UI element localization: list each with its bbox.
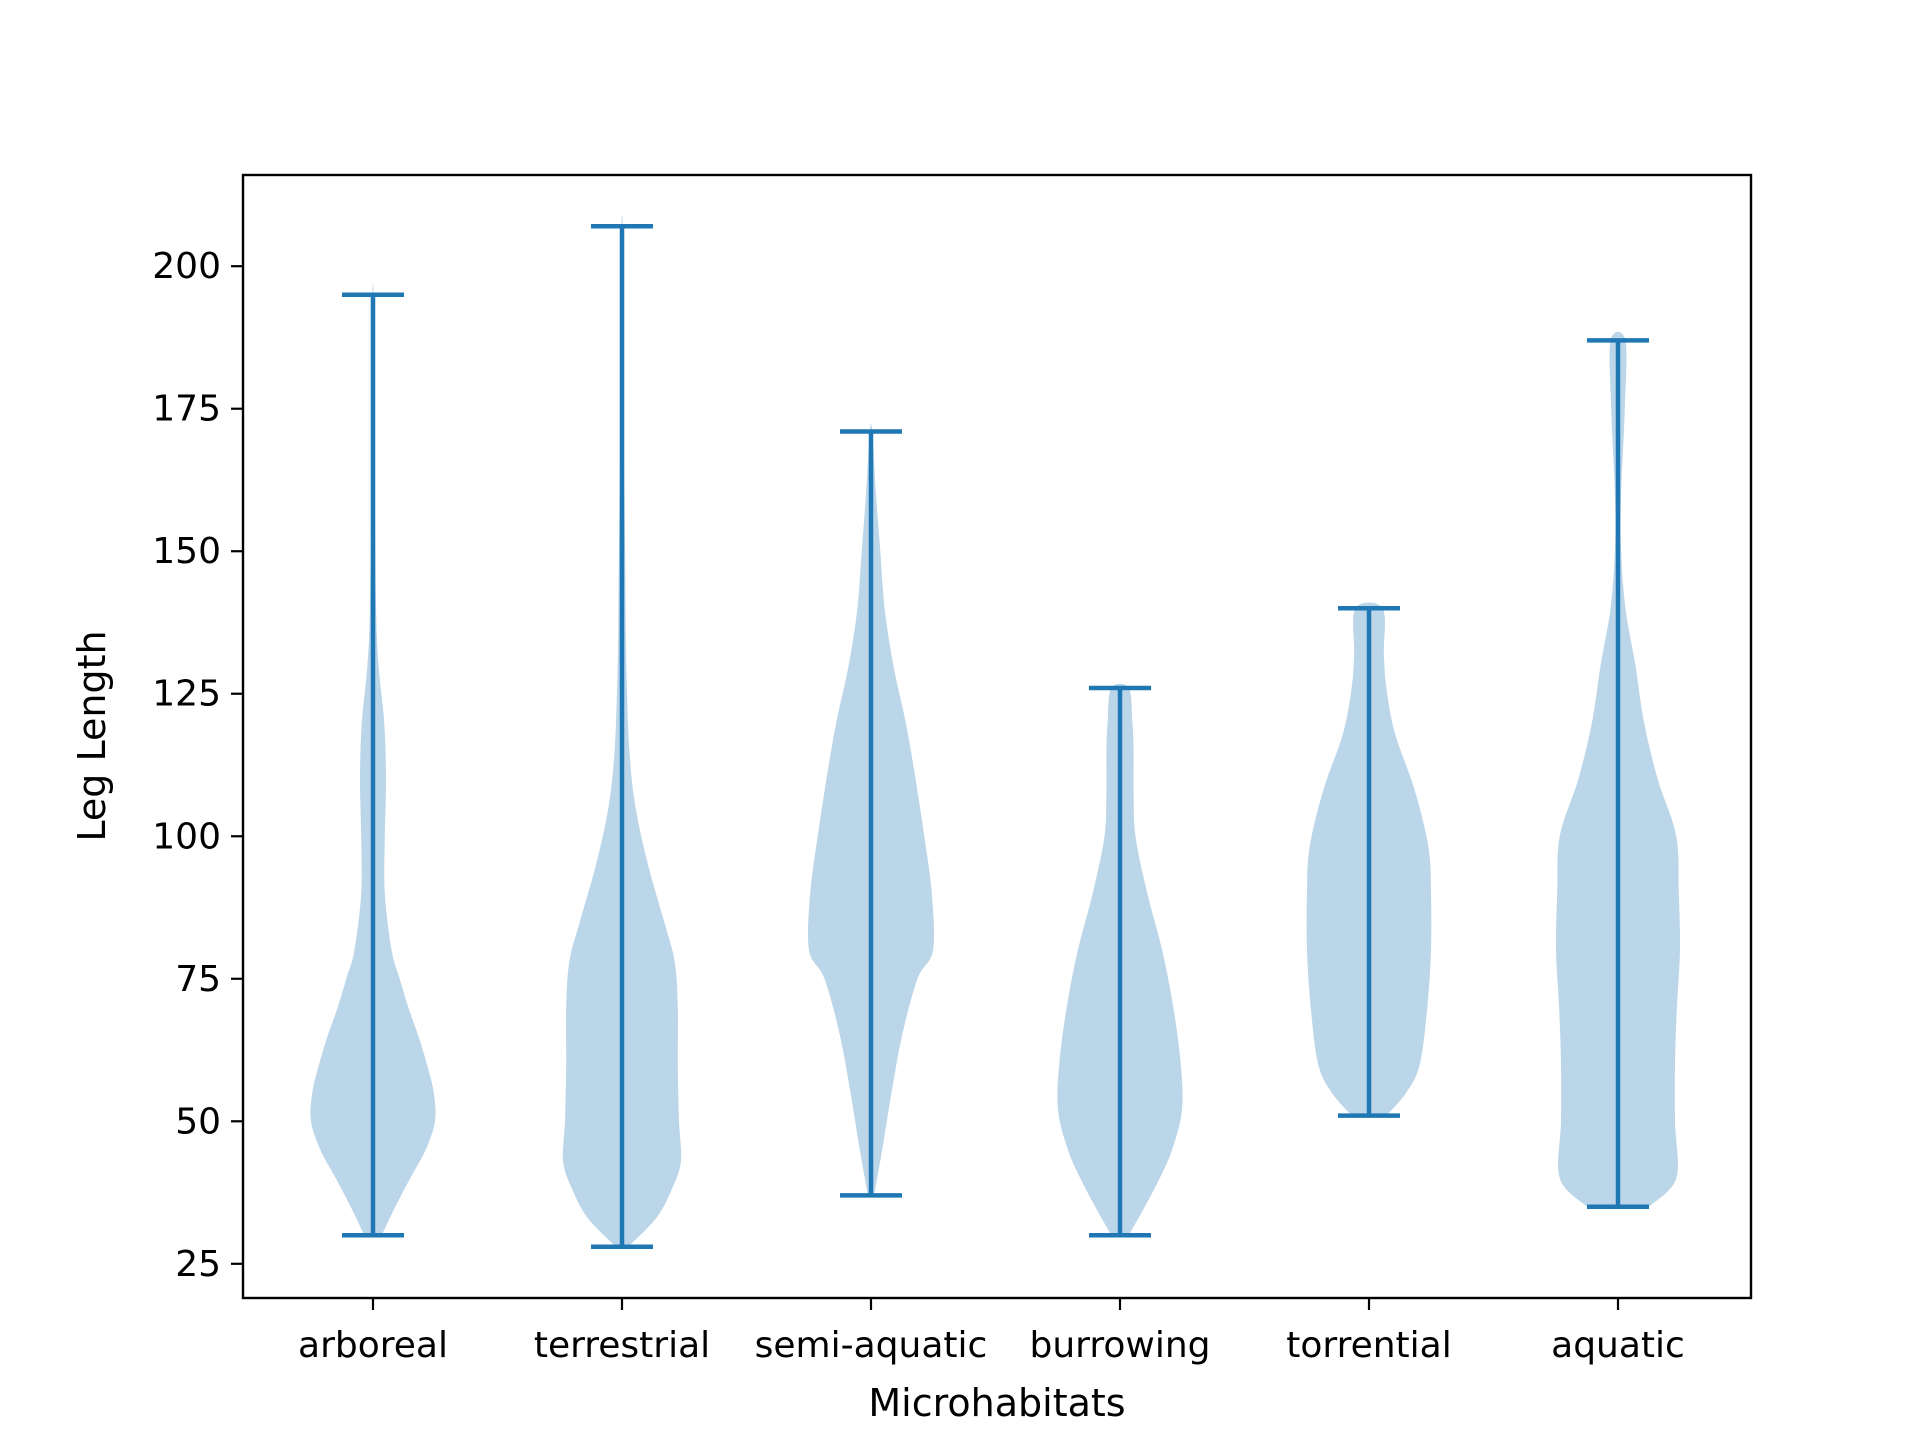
x-tick-label-semi-aquatic: semi-aquatic (755, 1325, 988, 1366)
y-axis: 25 50 75 100 125 150 175 200 (152, 246, 243, 1285)
y-tick-label: 75 (175, 959, 221, 1000)
x-axis: arboreal terrestrial semi-aquatic burrowing… (298, 1298, 1685, 1366)
y-tick-label: 25 (175, 1244, 221, 1285)
y-tick-label: 200 (152, 246, 221, 287)
plot-frame (241, 173, 1753, 1300)
x-tick-label-terrestrial: terrestrial (534, 1325, 710, 1366)
y-tick-label: 125 (152, 674, 221, 715)
x-tick-label-aquatic: aquatic (1551, 1325, 1685, 1366)
x-tick-label-burrowing: burrowing (1030, 1325, 1211, 1366)
y-tick-label: 50 (175, 1101, 221, 1142)
x-tick-label-torrential: torrential (1286, 1325, 1451, 1366)
x-axis-label: Microhabitats (868, 1381, 1125, 1425)
y-tick-label: 175 (152, 389, 221, 430)
x-tick-label-arboreal: arboreal (298, 1325, 448, 1366)
y-axis-label: Leg Length (70, 630, 114, 841)
violins-layer (310, 214, 1681, 1249)
y-tick-label: 150 (152, 531, 221, 572)
y-tick-label: 100 (152, 816, 221, 857)
